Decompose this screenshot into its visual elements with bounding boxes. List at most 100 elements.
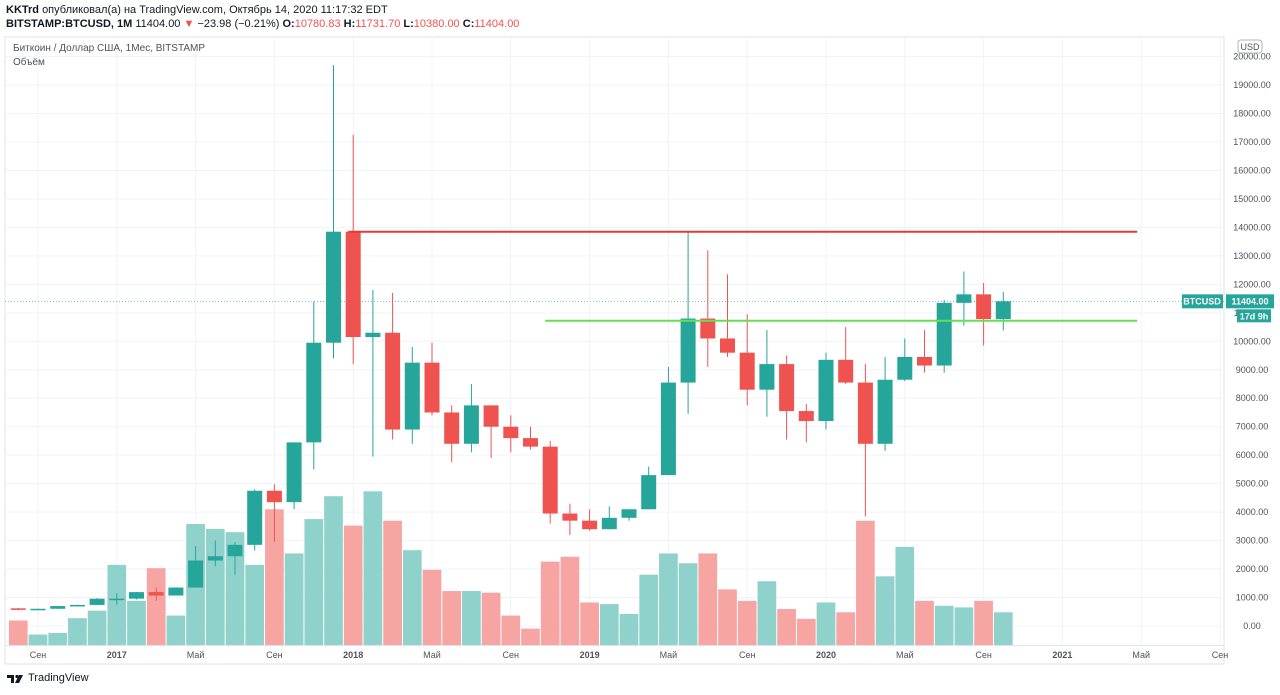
candle-body [207,556,223,561]
volume-bar [245,564,265,645]
author-name[interactable]: KKTrd [6,4,39,16]
volume-bar [757,581,777,645]
candle-body [266,490,282,503]
volume-bar [737,600,757,645]
candle-body [542,446,558,514]
volume-bar [481,592,501,645]
volume-bar [698,553,718,645]
time-tick-label: Май [660,650,678,660]
volume-bar [816,602,836,645]
low-label: L: [403,18,414,30]
time-tick-label: Сен [30,650,47,660]
volume-bar [659,553,678,645]
candle-body [582,520,598,530]
volume-bar [895,546,915,645]
countdown-box [1237,309,1271,323]
candle-body [523,438,538,447]
volume-bar [107,564,127,645]
candle-body [936,302,952,366]
price-change: −23.98 (−0.21%) [197,18,280,30]
volume-bar [501,615,521,645]
tradingview-brand: TradingView [28,672,89,684]
time-tick-label: Май [896,650,914,660]
currency-badge[interactable]: USD [1237,39,1263,54]
volume-bar [146,568,166,645]
candle-body [897,356,913,380]
price-tag-symbol: BTCUSD [1183,296,1221,306]
candle-body [385,332,401,430]
candle-body [621,509,637,518]
volume-bar [796,618,816,645]
open-value: 10780.83 [294,18,341,30]
candle-body [168,587,184,596]
candle-body [365,332,381,338]
time-tick-label: Сен [266,650,283,660]
time-tick-label: 2021 [1052,650,1072,660]
candle-body [326,231,341,343]
price-tick-label: 3000.00 [1236,536,1269,546]
volume-bar [875,576,895,645]
time-tick-label: Сен [739,650,756,660]
candle-body [700,318,716,339]
volume-bar [619,613,639,645]
volume-bar [304,519,324,645]
volume-bar [422,569,442,645]
volume-bar [48,632,68,645]
price-tick-label: 8000.00 [1236,393,1269,403]
volume-bar [225,532,245,645]
volume-bar [777,609,796,645]
price-tick-label: 13000.00 [1233,251,1271,261]
volume-bar [324,496,343,645]
close-value: 11404.00 [474,18,520,30]
high-value: 11731.70 [355,18,401,30]
last-price: 11404.00 [135,18,181,30]
currency-badge-box [1237,39,1263,54]
candle-body [660,382,676,476]
candle-body [306,342,322,443]
candle-body [129,592,144,599]
time-axis[interactable]: Сен 2017 Май Сен 2018 Май Сен 2019 Май Сен 2020 Май… [30,650,1229,660]
candle-body [562,513,578,521]
candle-body [404,362,420,430]
volume-bar [442,591,462,645]
candles[interactable] [10,65,1011,611]
tradingview-logo[interactable]: TradingView [6,672,89,684]
price-tag-symbol-box [1182,294,1223,309]
candle-body [917,356,932,366]
volume-bar [974,600,993,645]
volume-bar [166,615,186,645]
volume-bar [580,602,599,645]
tradingview-logo-icon [7,674,23,683]
price-axis[interactable]: 0.00 1000.00 2000.00 3000.00 4000.00 5000.00 6… [1233,52,1271,631]
price-tag-value: 11404.00 [1231,296,1268,306]
volume-bar [68,618,87,645]
candle-body [838,359,854,383]
open-label: O: [282,18,295,30]
volume-indicator-title[interactable]: Объём [13,57,45,68]
time-tick-label: Май [187,650,205,660]
time-tick-label: 2020 [816,650,836,660]
close-label: C: [462,18,475,30]
horizontal-lines[interactable] [348,230,1138,322]
price-tick-label: 19000.00 [1233,80,1271,90]
candle-body [503,426,519,439]
time-tick-label: 2018 [343,650,363,660]
price-tick-label: 9000.00 [1236,365,1269,375]
price-tick-label: 10000.00 [1233,336,1271,346]
candle-body [641,475,657,510]
symbol-interval: BITSTAMP:BTCUSD, 1M [6,18,133,30]
price-tick-label: 2000.00 [1236,564,1269,574]
candle-body [976,294,992,320]
volume-bar [402,550,422,645]
candle-body [463,405,479,444]
change-arrow-icon: ▼ [183,18,195,30]
chart-symbol-title[interactable]: Биткоин / Доллар США, 1Мес, BITSTAMP [13,43,206,54]
time-tick-label: 2017 [107,650,127,660]
volume-bar [954,607,974,645]
time-tick-label: Сен [1212,650,1229,660]
candle-body [247,490,263,545]
volume-bar [462,591,481,645]
volume-bar [934,605,954,645]
low-value: 10380.00 [413,18,460,30]
